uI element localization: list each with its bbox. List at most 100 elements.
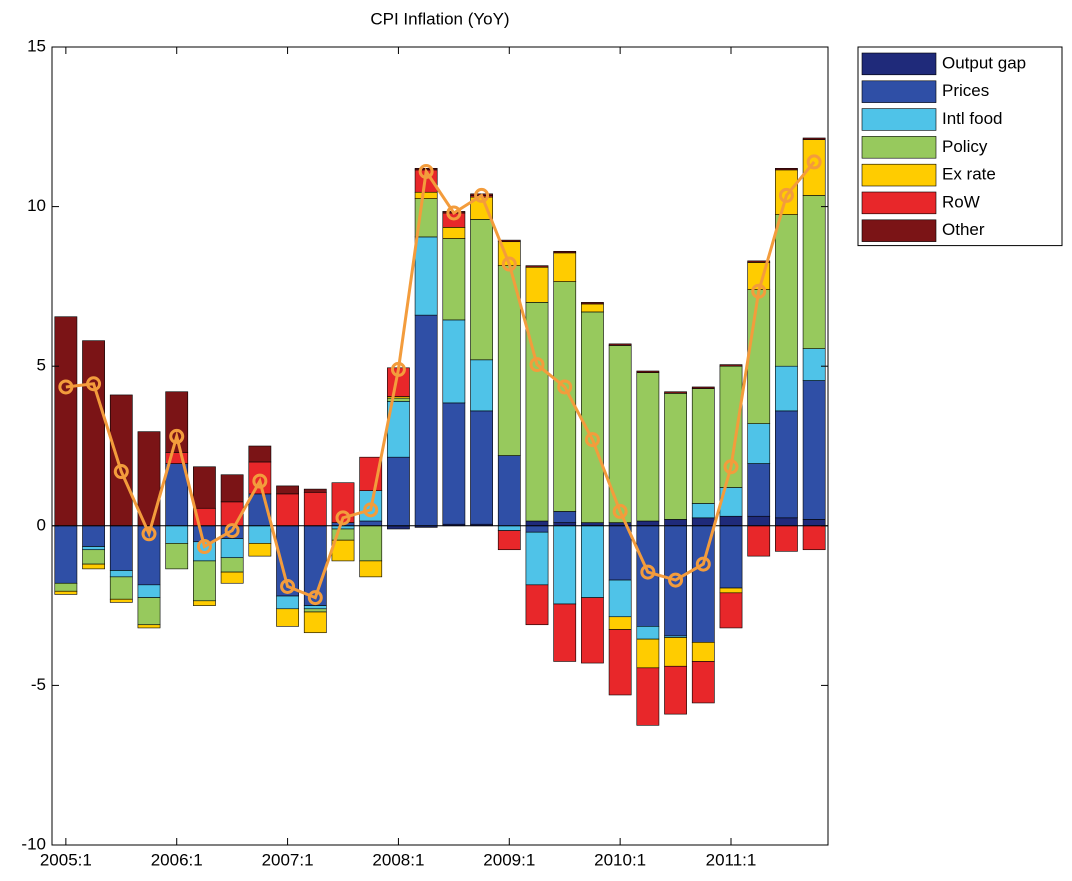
bar-segment <box>581 311 604 523</box>
bar-segment <box>137 624 161 629</box>
bar-segment <box>220 557 244 573</box>
line-marker <box>307 590 323 606</box>
bar-segment <box>802 348 826 381</box>
bar-segment <box>414 314 438 527</box>
bar-segment <box>137 597 161 626</box>
line-marker <box>584 432 600 448</box>
bar-segment <box>442 238 466 321</box>
chart-title: CPI Inflation (YoY) <box>370 9 509 28</box>
bar-segment <box>553 511 577 523</box>
bar-segment <box>719 525 743 589</box>
bar-segment <box>719 364 743 367</box>
y-tick-label: -5 <box>31 675 46 694</box>
bar-segment <box>691 642 715 662</box>
bar-segment <box>581 303 604 313</box>
bar-segment <box>359 525 383 562</box>
bar-segment <box>747 423 771 464</box>
line-marker <box>280 578 296 594</box>
bar-segment <box>414 191 438 199</box>
bar-segment <box>775 214 798 367</box>
line-marker <box>501 256 517 272</box>
bar-segment <box>553 250 577 254</box>
bar-segment <box>775 525 798 552</box>
bar-segment <box>608 525 632 581</box>
bar-segment <box>525 520 549 527</box>
bar-segment <box>137 584 161 598</box>
bar-segment <box>303 611 327 634</box>
x-tick-label: 2008:1 <box>372 850 424 869</box>
plot-frame <box>51 46 829 846</box>
bar-segment <box>193 466 216 509</box>
line-marker <box>363 502 379 518</box>
legend-label: Prices <box>942 81 989 100</box>
bar-segment <box>747 463 771 517</box>
line-marker <box>778 187 794 203</box>
line-marker <box>86 376 102 392</box>
line-marker <box>418 163 434 179</box>
bar-segment <box>691 386 715 389</box>
bar-segment <box>525 265 549 268</box>
bar-segment <box>581 302 604 305</box>
line-marker <box>58 379 74 395</box>
line-marker <box>390 361 406 377</box>
bar-segment <box>802 380 826 520</box>
bar-segment <box>691 503 715 519</box>
bar-segment <box>82 549 105 565</box>
legend-swatch <box>861 80 937 103</box>
bar-segment <box>636 626 660 640</box>
bar-segment <box>664 519 687 527</box>
bar-segment <box>470 410 493 525</box>
bar-segment <box>497 455 521 527</box>
x-tick-label: 2006:1 <box>151 850 203 869</box>
bar-segment <box>664 637 687 667</box>
bar-segment <box>719 587 743 594</box>
bar-segment <box>82 563 105 570</box>
legend-swatch <box>861 136 937 159</box>
bar-segment <box>719 592 743 629</box>
x-tick-label: 2009:1 <box>483 850 535 869</box>
y-tick-label: -10 <box>21 834 46 853</box>
legend-swatch <box>861 108 937 131</box>
line-marker <box>113 464 129 480</box>
line-marker <box>723 459 739 475</box>
bar-segment <box>248 543 272 557</box>
bar-segment <box>442 319 466 404</box>
bar-segment <box>608 579 632 618</box>
line-marker <box>695 556 711 572</box>
line-marker <box>446 205 462 221</box>
bar-segment <box>387 397 410 402</box>
bar-segment <box>193 600 216 606</box>
line-marker <box>557 379 573 395</box>
bar-segment <box>497 239 521 243</box>
bar-segment <box>442 227 466 239</box>
bar-segment <box>276 608 299 627</box>
line-marker <box>196 539 212 555</box>
bar-segment <box>525 266 549 303</box>
bar-segment <box>664 391 687 394</box>
bar-segment <box>747 289 771 424</box>
bar-segment <box>581 597 604 664</box>
line-marker <box>141 526 157 542</box>
x-tick-label: 2005:1 <box>40 850 92 869</box>
bar-segment <box>248 445 272 463</box>
bar-segment <box>248 525 272 544</box>
line-marker <box>668 572 684 588</box>
bar-segment <box>608 343 632 346</box>
bar-segment <box>414 236 438 316</box>
legend-label: Policy <box>942 137 988 156</box>
bar-segment <box>691 661 715 704</box>
y-tick-label: 0 <box>37 515 46 534</box>
bar-segment <box>248 461 272 495</box>
bar-segment <box>775 169 798 215</box>
bar-segment <box>636 638 660 669</box>
bar-segment <box>775 365 798 412</box>
bar-segment <box>691 525 715 643</box>
bar-segment <box>165 525 189 544</box>
legend-swatch <box>861 163 937 187</box>
bar-segment <box>109 570 133 578</box>
bar-segment <box>636 370 660 373</box>
bar-segment <box>802 519 826 527</box>
bar-segment <box>303 608 327 613</box>
